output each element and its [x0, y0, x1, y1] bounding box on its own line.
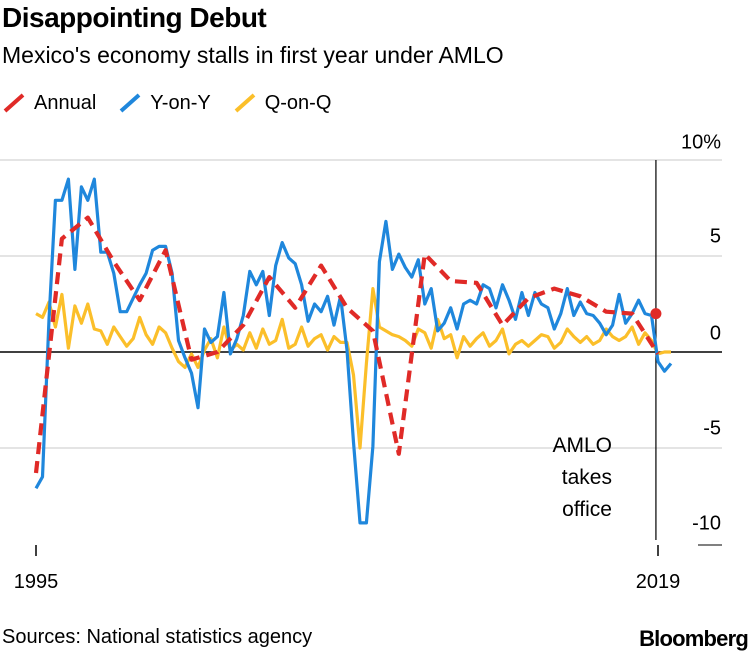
y-tick-label: 10% — [681, 131, 721, 153]
legend-item-yoy: Y-on-Y — [118, 91, 211, 115]
amlo-annotation-line: takes — [562, 466, 612, 489]
amlo-annotation-line: AMLO — [552, 434, 612, 457]
legend-label-annual: Annual — [34, 91, 97, 114]
annual-swatch-icon — [3, 93, 25, 113]
x-tick-label: 1995 — [14, 571, 59, 593]
y-tick-label: -5 — [703, 417, 721, 439]
annual-marker-point — [650, 308, 662, 320]
y-tick-label: 5 — [710, 225, 721, 247]
amlo-annotation-line: office — [562, 498, 612, 521]
legend: Annual Y-on-Y Q-on-Q — [2, 90, 353, 116]
bloomberg-logo: Bloomberg — [639, 626, 749, 651]
x-tick-label: 2019 — [636, 571, 681, 593]
legend-label-qoq: Q-on-Q — [264, 91, 332, 114]
y-tick-label: 0 — [710, 322, 721, 344]
series-line-annual — [33, 215, 660, 474]
y-tick-label: -10 — [692, 512, 721, 534]
yoy-swatch-icon — [119, 93, 141, 113]
series-line-y-on-y — [34, 177, 673, 525]
legend-item-annual: Annual — [2, 92, 96, 115]
legend-item-qoq: Q-on-Q — [233, 91, 332, 115]
chart-subtitle: Mexico's economy stalls in first year un… — [2, 42, 504, 68]
series-line-q-on-q — [35, 287, 671, 450]
chart-title: Disappointing Debut — [2, 2, 267, 33]
source-note: Sources: National statistics agency — [2, 626, 313, 648]
qoq-swatch-icon — [234, 93, 256, 113]
legend-label-yoy: Y-on-Y — [150, 91, 211, 114]
